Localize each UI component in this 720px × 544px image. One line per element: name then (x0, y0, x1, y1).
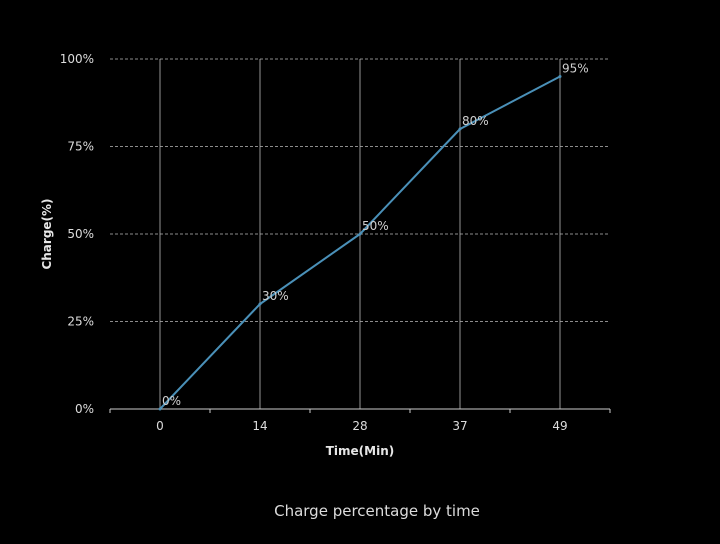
data-label: 0% (162, 394, 181, 408)
data-point (158, 407, 162, 411)
data-point (558, 75, 562, 78)
data-label: 80% (462, 114, 489, 128)
y-tick-label: 75% (67, 140, 94, 154)
data-label: 30% (262, 289, 289, 303)
x-tick-label: 14 (252, 419, 267, 433)
x-tick-label: 37 (452, 419, 467, 433)
chart-caption: Charge percentage by time (274, 502, 480, 520)
x-tick-label: 49 (552, 419, 567, 433)
y-axis-title: Charge(%) (40, 198, 54, 269)
data-point (258, 302, 262, 306)
x-tick-label: 0 (156, 419, 164, 433)
y-tick-label: 0% (75, 402, 94, 416)
label-layer: 0% 30% 50% 80% 95% (162, 62, 589, 409)
data-point (358, 232, 362, 236)
data-label: 50% (362, 219, 389, 233)
axis-layer: 0% 25% 50% 75% 100% 0 14 28 37 49 (60, 52, 611, 433)
grid-layer (110, 58, 610, 410)
y-tick-label: 25% (67, 315, 94, 329)
x-axis-title: Time(Min) (326, 444, 395, 458)
y-tick-label: 50% (67, 227, 94, 241)
data-label: 95% (562, 62, 589, 76)
data-point (458, 127, 462, 131)
y-tick-label: 100% (60, 52, 94, 66)
x-tick-label: 28 (352, 419, 367, 433)
series-layer (158, 75, 562, 411)
